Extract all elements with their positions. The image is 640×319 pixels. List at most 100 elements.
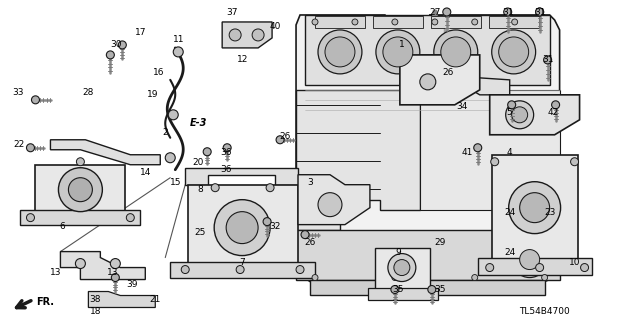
Polygon shape	[296, 230, 559, 279]
Circle shape	[428, 286, 436, 293]
Text: 36: 36	[220, 165, 232, 174]
Circle shape	[388, 254, 416, 282]
Text: 1: 1	[399, 40, 404, 49]
Text: 31: 31	[542, 55, 554, 64]
Circle shape	[173, 47, 183, 57]
Circle shape	[214, 200, 270, 256]
Text: 9: 9	[395, 248, 401, 256]
Circle shape	[486, 263, 493, 271]
Circle shape	[541, 275, 548, 280]
Polygon shape	[222, 22, 272, 48]
Circle shape	[392, 19, 398, 25]
Text: 18: 18	[90, 308, 101, 316]
Circle shape	[441, 37, 471, 67]
Polygon shape	[298, 175, 370, 225]
Circle shape	[26, 214, 35, 222]
Circle shape	[31, 96, 40, 104]
Circle shape	[236, 265, 244, 274]
Text: 36: 36	[220, 148, 232, 157]
Text: 4: 4	[507, 148, 513, 157]
Circle shape	[520, 193, 550, 223]
Text: 7: 7	[239, 257, 245, 267]
Text: 17: 17	[134, 28, 146, 37]
Circle shape	[301, 231, 309, 239]
Polygon shape	[420, 90, 559, 210]
Text: 16: 16	[152, 68, 164, 77]
Polygon shape	[88, 292, 156, 308]
Circle shape	[543, 56, 552, 64]
Circle shape	[432, 19, 438, 25]
Circle shape	[211, 184, 219, 192]
Circle shape	[26, 144, 35, 152]
Polygon shape	[310, 279, 545, 294]
Text: 3: 3	[307, 178, 313, 187]
Text: 38: 38	[90, 294, 101, 303]
Circle shape	[520, 249, 540, 270]
Circle shape	[536, 8, 543, 16]
Circle shape	[509, 182, 561, 234]
Text: 19: 19	[147, 90, 158, 99]
Polygon shape	[490, 95, 580, 135]
Circle shape	[512, 241, 548, 278]
Text: 34: 34	[456, 102, 467, 111]
Polygon shape	[296, 90, 420, 230]
Polygon shape	[368, 287, 438, 300]
Circle shape	[58, 168, 102, 211]
Circle shape	[325, 37, 355, 67]
Text: 20: 20	[193, 158, 204, 167]
Circle shape	[263, 218, 271, 226]
Circle shape	[106, 51, 115, 59]
Text: 11: 11	[173, 35, 184, 44]
Text: 26: 26	[305, 238, 316, 247]
Text: 6: 6	[60, 222, 65, 231]
Circle shape	[474, 144, 482, 152]
Polygon shape	[170, 262, 315, 278]
Circle shape	[434, 30, 477, 74]
Bar	[373, 16, 423, 28]
Polygon shape	[35, 165, 125, 215]
Text: 33: 33	[13, 88, 24, 97]
Circle shape	[312, 275, 318, 280]
Circle shape	[420, 74, 436, 90]
Text: 26: 26	[280, 132, 291, 141]
Circle shape	[492, 30, 536, 74]
Text: 40: 40	[269, 22, 281, 31]
Text: 26: 26	[442, 68, 454, 77]
Circle shape	[491, 158, 499, 166]
Text: E-3: E-3	[189, 118, 207, 128]
Circle shape	[508, 101, 516, 109]
Circle shape	[111, 274, 119, 282]
Text: 42: 42	[548, 108, 559, 117]
Circle shape	[203, 148, 211, 156]
Circle shape	[443, 8, 451, 16]
Circle shape	[536, 263, 543, 271]
Circle shape	[499, 37, 529, 67]
Circle shape	[383, 37, 413, 67]
Circle shape	[552, 101, 559, 109]
Text: 12: 12	[237, 55, 249, 64]
Circle shape	[472, 19, 477, 25]
Text: 41: 41	[461, 148, 472, 157]
Circle shape	[391, 286, 399, 293]
Circle shape	[318, 193, 342, 217]
Circle shape	[223, 144, 231, 152]
Circle shape	[276, 136, 284, 144]
Circle shape	[472, 275, 477, 280]
Polygon shape	[188, 185, 298, 264]
Text: 23: 23	[544, 208, 556, 217]
Circle shape	[252, 29, 264, 41]
Polygon shape	[60, 252, 145, 279]
Text: 31: 31	[534, 8, 545, 17]
Text: 24: 24	[504, 248, 515, 256]
Circle shape	[165, 153, 175, 163]
Text: 37: 37	[227, 8, 238, 17]
Text: 32: 32	[269, 222, 281, 231]
Text: 13: 13	[107, 268, 118, 277]
Circle shape	[229, 29, 241, 41]
Text: 31: 31	[502, 8, 513, 17]
Polygon shape	[375, 248, 430, 290]
Circle shape	[512, 19, 518, 25]
Text: 35: 35	[434, 285, 445, 293]
Text: 29: 29	[434, 238, 445, 247]
Circle shape	[76, 158, 84, 166]
